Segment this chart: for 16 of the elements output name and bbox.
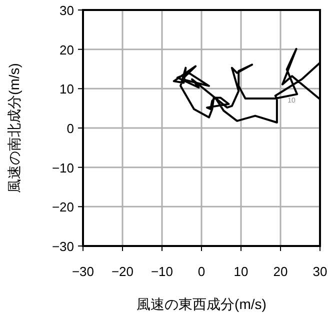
y-tick-label: −20 — [52, 200, 74, 215]
y-tick-label: 10 — [60, 82, 74, 97]
x-tick-label: 30 — [312, 264, 328, 279]
y-axis-title: 風速の南北成分(m/s) — [6, 63, 22, 193]
x-axis-title: 風速の東西成分(m/s) — [136, 296, 266, 312]
y-tick-label: −30 — [52, 239, 74, 254]
x-tick-label: −10 — [150, 264, 174, 279]
y-tick-label: 30 — [60, 3, 74, 18]
y-tick-label: −10 — [52, 160, 74, 176]
x-tick-label: −30 — [72, 264, 94, 279]
x-tick-label: 20 — [273, 264, 288, 279]
x-tick-label: 10 — [234, 264, 248, 279]
y-tick-label: 0 — [66, 121, 74, 136]
x-tick-label: −20 — [111, 264, 134, 279]
y-tick-label: 20 — [60, 42, 74, 58]
x-tick-label: 0 — [198, 264, 206, 279]
